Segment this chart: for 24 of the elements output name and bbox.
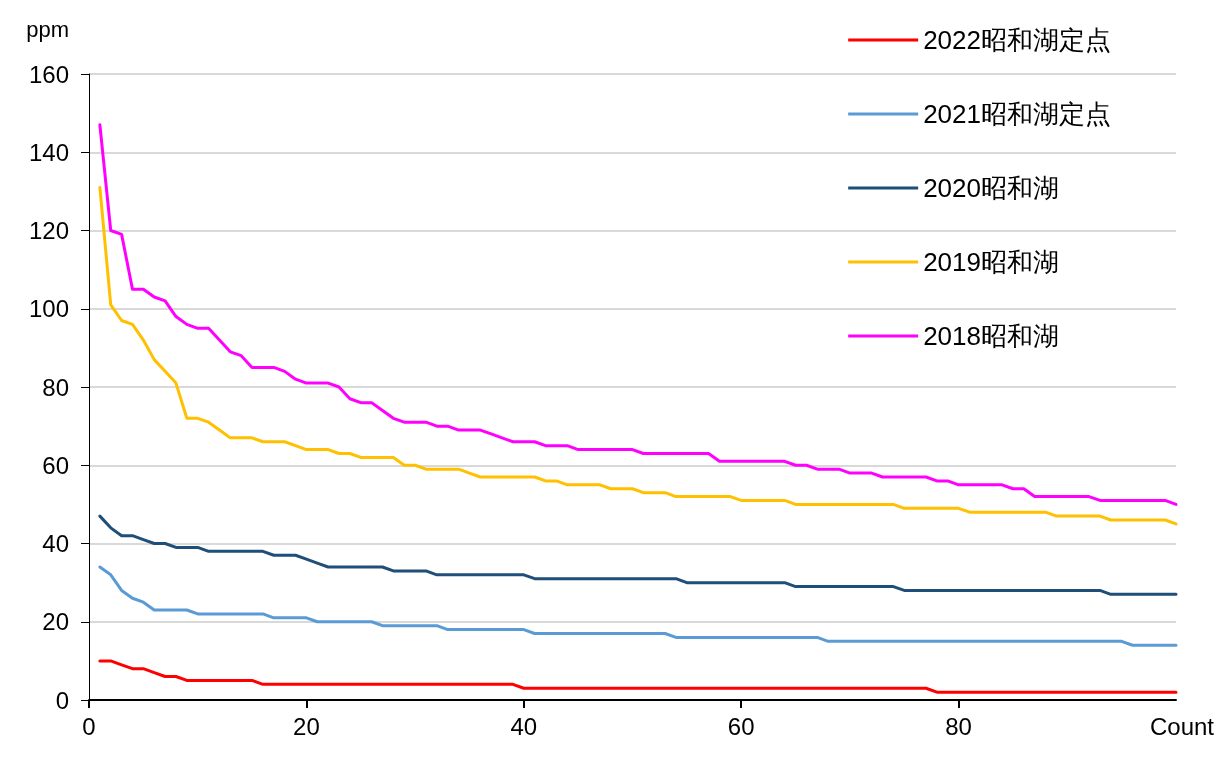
y-tick-label: 100 xyxy=(28,295,69,323)
y-tick-label: 120 xyxy=(28,217,69,244)
y-tick-label: 80 xyxy=(42,373,69,401)
x-tick-label: 0 xyxy=(82,712,96,740)
line-series xyxy=(98,565,1178,647)
x-tick-label: 40 xyxy=(510,712,538,740)
x-tick-label: 60 xyxy=(727,712,755,740)
y-tick-label: 40 xyxy=(42,530,69,557)
legend-label: 2018昭和湖 xyxy=(923,321,1059,351)
x-axis-title: Count xyxy=(1149,712,1215,740)
y-axis-title: ppm xyxy=(26,16,69,42)
legend-label: 2019昭和湖 xyxy=(923,247,1059,277)
legend-label: 2020昭和湖 xyxy=(923,173,1059,203)
legend-label: 2021昭和湖定点 xyxy=(923,99,1111,129)
y-tick-label: 60 xyxy=(42,451,69,479)
line-series xyxy=(98,514,1178,596)
line-series xyxy=(98,659,1178,694)
x-tick-label: 80 xyxy=(945,712,972,740)
legend-label: 2022昭和湖定点 xyxy=(923,25,1111,55)
x-tick-label: 20 xyxy=(293,712,320,740)
y-tick-label: 140 xyxy=(28,138,69,166)
y-tick-label: 160 xyxy=(28,60,69,88)
y-tick-label: 20 xyxy=(42,608,69,636)
y-tick-label: 0 xyxy=(55,686,69,714)
